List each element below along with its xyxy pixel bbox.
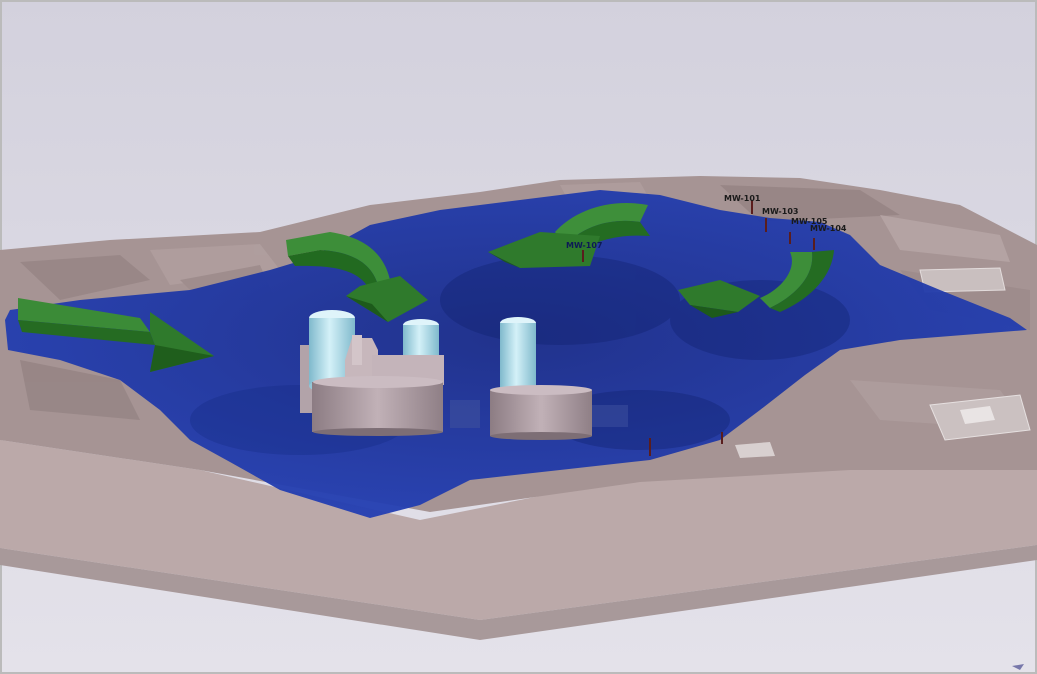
flow-arrow-north [488, 203, 650, 268]
well-label-mw107: MW-107 [566, 241, 602, 250]
reactor-building-left [300, 310, 444, 436]
flow-arrow-west [18, 298, 214, 372]
ground-slab [0, 440, 1037, 620]
flow-arrow-northwest [286, 232, 428, 322]
well-label-mw103: MW-103 [762, 207, 798, 216]
corner-mark [1012, 664, 1024, 670]
well-label-mw105: MW-105 [791, 217, 828, 226]
aux-structure [450, 400, 480, 428]
right-facility-pads [735, 267, 1031, 458]
plant-structures [300, 310, 628, 440]
monitoring-wells [582, 200, 815, 456]
well-label-mw104: MW-104 [810, 224, 847, 233]
reactor-building-right [490, 317, 592, 440]
flow-arrow-northeast [678, 250, 834, 318]
ground-slab-face [0, 545, 1037, 640]
terrain-texture [20, 182, 1030, 430]
well-label-mw101: MW-101 [724, 194, 761, 203]
flow-arrows [18, 203, 834, 372]
aux-structure [592, 405, 628, 427]
